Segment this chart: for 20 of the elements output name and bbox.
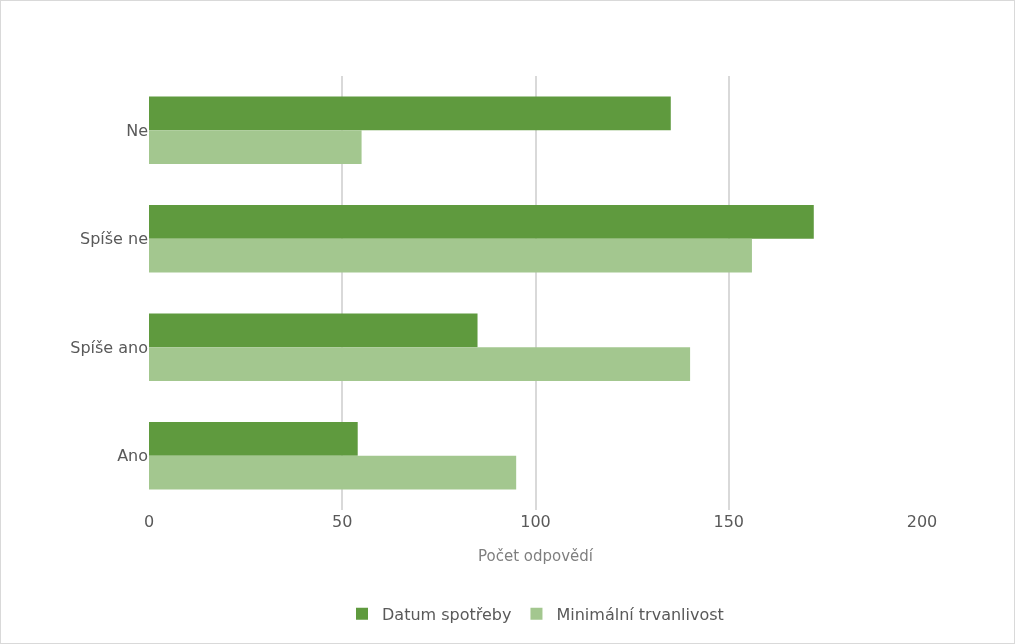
- bar: [149, 238, 752, 273]
- x-tick-label: 100: [520, 512, 551, 531]
- x-tick-label: 0: [143, 512, 155, 531]
- x-tick-label: 150: [713, 512, 745, 531]
- bar: [149, 96, 671, 131]
- y-tick-label: Ne: [126, 120, 148, 140]
- bar: [149, 313, 478, 348]
- bar: [149, 347, 691, 381]
- bar: [149, 205, 814, 239]
- bar: [149, 422, 358, 456]
- bar: [149, 130, 362, 164]
- legend-label: Datum spotřeby: [382, 604, 512, 624]
- x-tick-label: 50: [332, 512, 353, 531]
- bar: [149, 455, 517, 490]
- y-tick-label: Ano: [117, 446, 148, 466]
- legend-label: Minimální trvanlivost: [556, 604, 724, 624]
- x-axis-title: Počet odpovědí: [477, 547, 594, 565]
- x-tick-label: 200: [906, 512, 938, 531]
- y-tick-label: Spíše ano: [70, 337, 148, 357]
- y-tick-label: Spíše ne: [79, 229, 148, 249]
